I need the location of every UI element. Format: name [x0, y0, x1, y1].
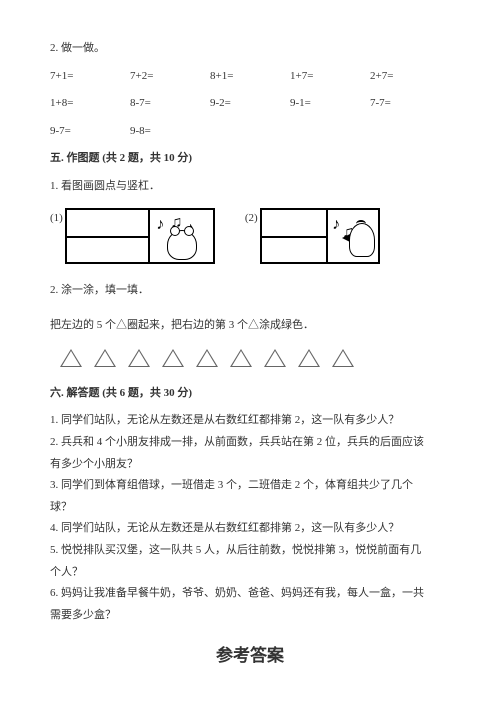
q2b: 有多少个小朋友？: [50, 456, 450, 474]
triangle-icon: [94, 349, 116, 367]
eq: 1+7=: [290, 68, 370, 86]
figure-1-box: ♪ ♫ ♪: [65, 208, 215, 264]
figures-container: (1) ♪ ♫ ♪ (2) ♪ ♫: [50, 208, 450, 264]
eq: 9-1=: [290, 95, 370, 113]
figure-1-image: ♪ ♫ ♪: [150, 210, 213, 262]
equation-row-3: 9-7= 9-8=: [50, 123, 450, 141]
equation-row-2: 1+8= 8-7= 9-2= 9-1= 7-7=: [50, 95, 450, 113]
triangle-icon: [298, 349, 320, 367]
eq: 1+8=: [50, 95, 130, 113]
section-5-q2-desc: 把左边的 5 个△圈起来，把右边的第 3 个△涂成绿色．: [50, 317, 450, 335]
figure-2-image: ♪ ♫: [328, 210, 378, 262]
triangles-row: [50, 349, 450, 367]
section-5-title: 五. 作图题 (共 2 题，共 10 分): [50, 150, 450, 168]
triangle-icon: [264, 349, 286, 367]
figure-2-grid: [262, 210, 328, 262]
q3b: 球？: [50, 499, 450, 517]
eq: 9-2=: [210, 95, 290, 113]
answer-key-title: 参考答案: [50, 642, 450, 669]
q6a: 6. 妈妈让我准备早餐牛奶，爷爷、奶奶、爸爸、妈妈还有我，每人一盒，一共: [50, 585, 450, 603]
triangle-icon: [60, 349, 82, 367]
frog-icon: [167, 230, 197, 260]
figure-1-label: (1): [50, 210, 63, 228]
eq: 7+1=: [50, 68, 130, 86]
figure-2-label: (2): [245, 210, 258, 228]
section-6-questions: 1. 同学们站队，无论从左数还是从右数红红都排第 2，这一队有多少人？ 2. 兵…: [50, 412, 450, 624]
equation-row-1: 7+1= 7+2= 8+1= 1+7= 2+7=: [50, 68, 450, 86]
figure-1-grid: [67, 210, 150, 262]
q1: 1. 同学们站队，无论从左数还是从右数红红都排第 2，这一队有多少人？: [50, 412, 450, 430]
triangle-icon: [196, 349, 218, 367]
q6b: 需要多少盒？: [50, 607, 450, 625]
figure-2-box: ♪ ♫: [260, 208, 380, 264]
eq: [210, 123, 290, 141]
music-note-icon: ♪: [156, 212, 164, 238]
triangle-icon: [128, 349, 150, 367]
eq: [370, 123, 450, 141]
triangle-icon: [162, 349, 184, 367]
q2a: 2. 兵兵和 4 个小朋友排成一排，从前面数，兵兵站在第 2 位，兵兵的后面应该: [50, 434, 450, 452]
eq: 7+2=: [130, 68, 210, 86]
figure-1: (1) ♪ ♫ ♪: [50, 208, 215, 264]
eq: 9-7=: [50, 123, 130, 141]
eq: 7-7=: [370, 95, 450, 113]
eq: 8-7=: [130, 95, 210, 113]
eq: [290, 123, 370, 141]
q4: 4. 同学们站队，无论从左数还是从右数红红都排第 2，这一队有多少人？: [50, 520, 450, 538]
section-5-q1: 1. 看图画圆点与竖杠．: [50, 178, 450, 196]
q5a: 5. 悦悦排队买汉堡，这一队共 5 人，从后往前数，悦悦排第 3，悦悦前面有几: [50, 542, 450, 560]
q5b: 个人？: [50, 564, 450, 582]
section-5-q2: 2. 涂一涂，填一填．: [50, 282, 450, 300]
eq: 8+1=: [210, 68, 290, 86]
triangle-icon: [230, 349, 252, 367]
figure-2: (2) ♪ ♫: [245, 208, 380, 264]
eq: 9-8=: [130, 123, 210, 141]
q3a: 3. 同学们到体育组借球，一班借走 3 个，二班借走 2 个，体育组共少了几个: [50, 477, 450, 495]
section-6-title: 六. 解答题 (共 6 题，共 30 分): [50, 385, 450, 403]
problem-2-title: 2. 做一做。: [50, 40, 450, 58]
music-note-icon: ♪: [332, 212, 340, 238]
rooster-icon: [349, 223, 375, 257]
triangle-icon: [332, 349, 354, 367]
eq: 2+7=: [370, 68, 450, 86]
